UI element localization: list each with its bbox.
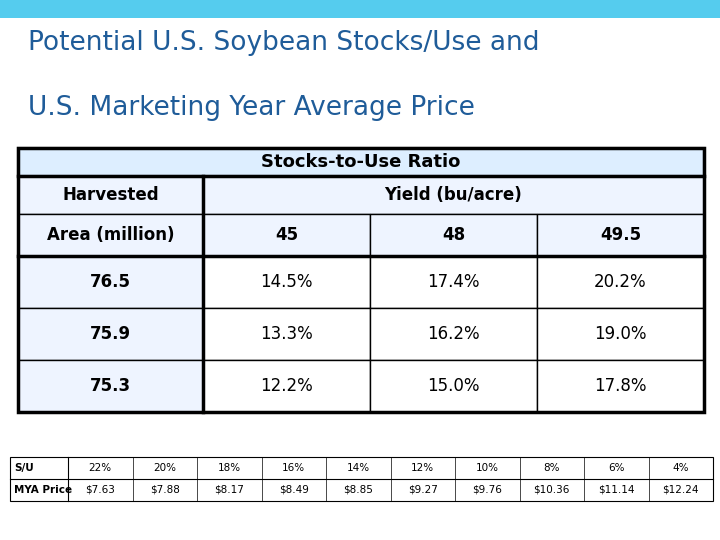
Text: Potential U.S. Soybean Stocks/Use and: Potential U.S. Soybean Stocks/Use and xyxy=(28,30,539,56)
Bar xyxy=(537,360,704,412)
Text: 15.0%: 15.0% xyxy=(427,377,480,395)
Bar xyxy=(18,148,704,176)
Text: $11.14: $11.14 xyxy=(598,485,634,495)
Bar xyxy=(18,360,203,412)
Text: 6%: 6% xyxy=(608,463,624,473)
Bar xyxy=(370,256,537,308)
Text: 45: 45 xyxy=(275,226,298,244)
Bar xyxy=(18,308,203,360)
Bar xyxy=(370,360,537,412)
Text: 12%: 12% xyxy=(411,463,434,473)
Bar xyxy=(537,308,704,360)
Text: 13.3%: 13.3% xyxy=(260,325,313,343)
Bar xyxy=(537,214,704,256)
Text: 16.2%: 16.2% xyxy=(427,325,480,343)
Text: Stocks-to-Use Ratio: Stocks-to-Use Ratio xyxy=(261,153,461,171)
Bar xyxy=(203,360,370,412)
Bar xyxy=(18,176,203,214)
Text: 20.2%: 20.2% xyxy=(594,273,647,291)
Text: 48: 48 xyxy=(442,226,465,244)
Text: $8.49: $8.49 xyxy=(279,485,309,495)
Bar xyxy=(18,256,203,308)
Text: 76.5: 76.5 xyxy=(90,273,131,291)
Text: $8.17: $8.17 xyxy=(215,485,244,495)
Bar xyxy=(203,256,370,308)
Bar xyxy=(203,176,704,214)
Text: 75.9: 75.9 xyxy=(90,325,131,343)
Text: 16%: 16% xyxy=(282,463,305,473)
Bar xyxy=(18,148,704,412)
Bar xyxy=(203,308,370,360)
Text: 75.3: 75.3 xyxy=(90,377,131,395)
Text: Area (million): Area (million) xyxy=(47,226,174,244)
Bar xyxy=(203,214,370,256)
Bar xyxy=(370,308,537,360)
Text: 12.2%: 12.2% xyxy=(260,377,313,395)
Bar xyxy=(0,0,720,18)
Bar xyxy=(370,214,537,256)
Bar xyxy=(18,214,203,256)
Text: 17.8%: 17.8% xyxy=(594,377,647,395)
Bar xyxy=(10,457,713,501)
Text: $9.27: $9.27 xyxy=(408,485,438,495)
Text: 14.5%: 14.5% xyxy=(260,273,312,291)
Text: 49.5: 49.5 xyxy=(600,226,641,244)
Text: $7.88: $7.88 xyxy=(150,485,180,495)
Text: 17.4%: 17.4% xyxy=(427,273,480,291)
Text: MYA Price: MYA Price xyxy=(14,485,72,495)
Text: S/U: S/U xyxy=(14,463,34,473)
Text: $10.36: $10.36 xyxy=(534,485,570,495)
Text: 8%: 8% xyxy=(544,463,560,473)
Bar xyxy=(537,256,704,308)
Text: $9.76: $9.76 xyxy=(472,485,502,495)
Text: 4%: 4% xyxy=(672,463,689,473)
Text: $8.85: $8.85 xyxy=(343,485,373,495)
Text: $7.63: $7.63 xyxy=(85,485,115,495)
Text: Yield (bu/acre): Yield (bu/acre) xyxy=(384,186,523,204)
Text: $12.24: $12.24 xyxy=(662,485,699,495)
Text: 18%: 18% xyxy=(217,463,240,473)
Text: 22%: 22% xyxy=(89,463,112,473)
Text: Harvested: Harvested xyxy=(62,186,159,204)
Text: 10%: 10% xyxy=(476,463,499,473)
Text: 14%: 14% xyxy=(347,463,370,473)
Text: 20%: 20% xyxy=(153,463,176,473)
Text: U.S. Marketing Year Average Price: U.S. Marketing Year Average Price xyxy=(28,95,475,121)
Text: 19.0%: 19.0% xyxy=(594,325,647,343)
